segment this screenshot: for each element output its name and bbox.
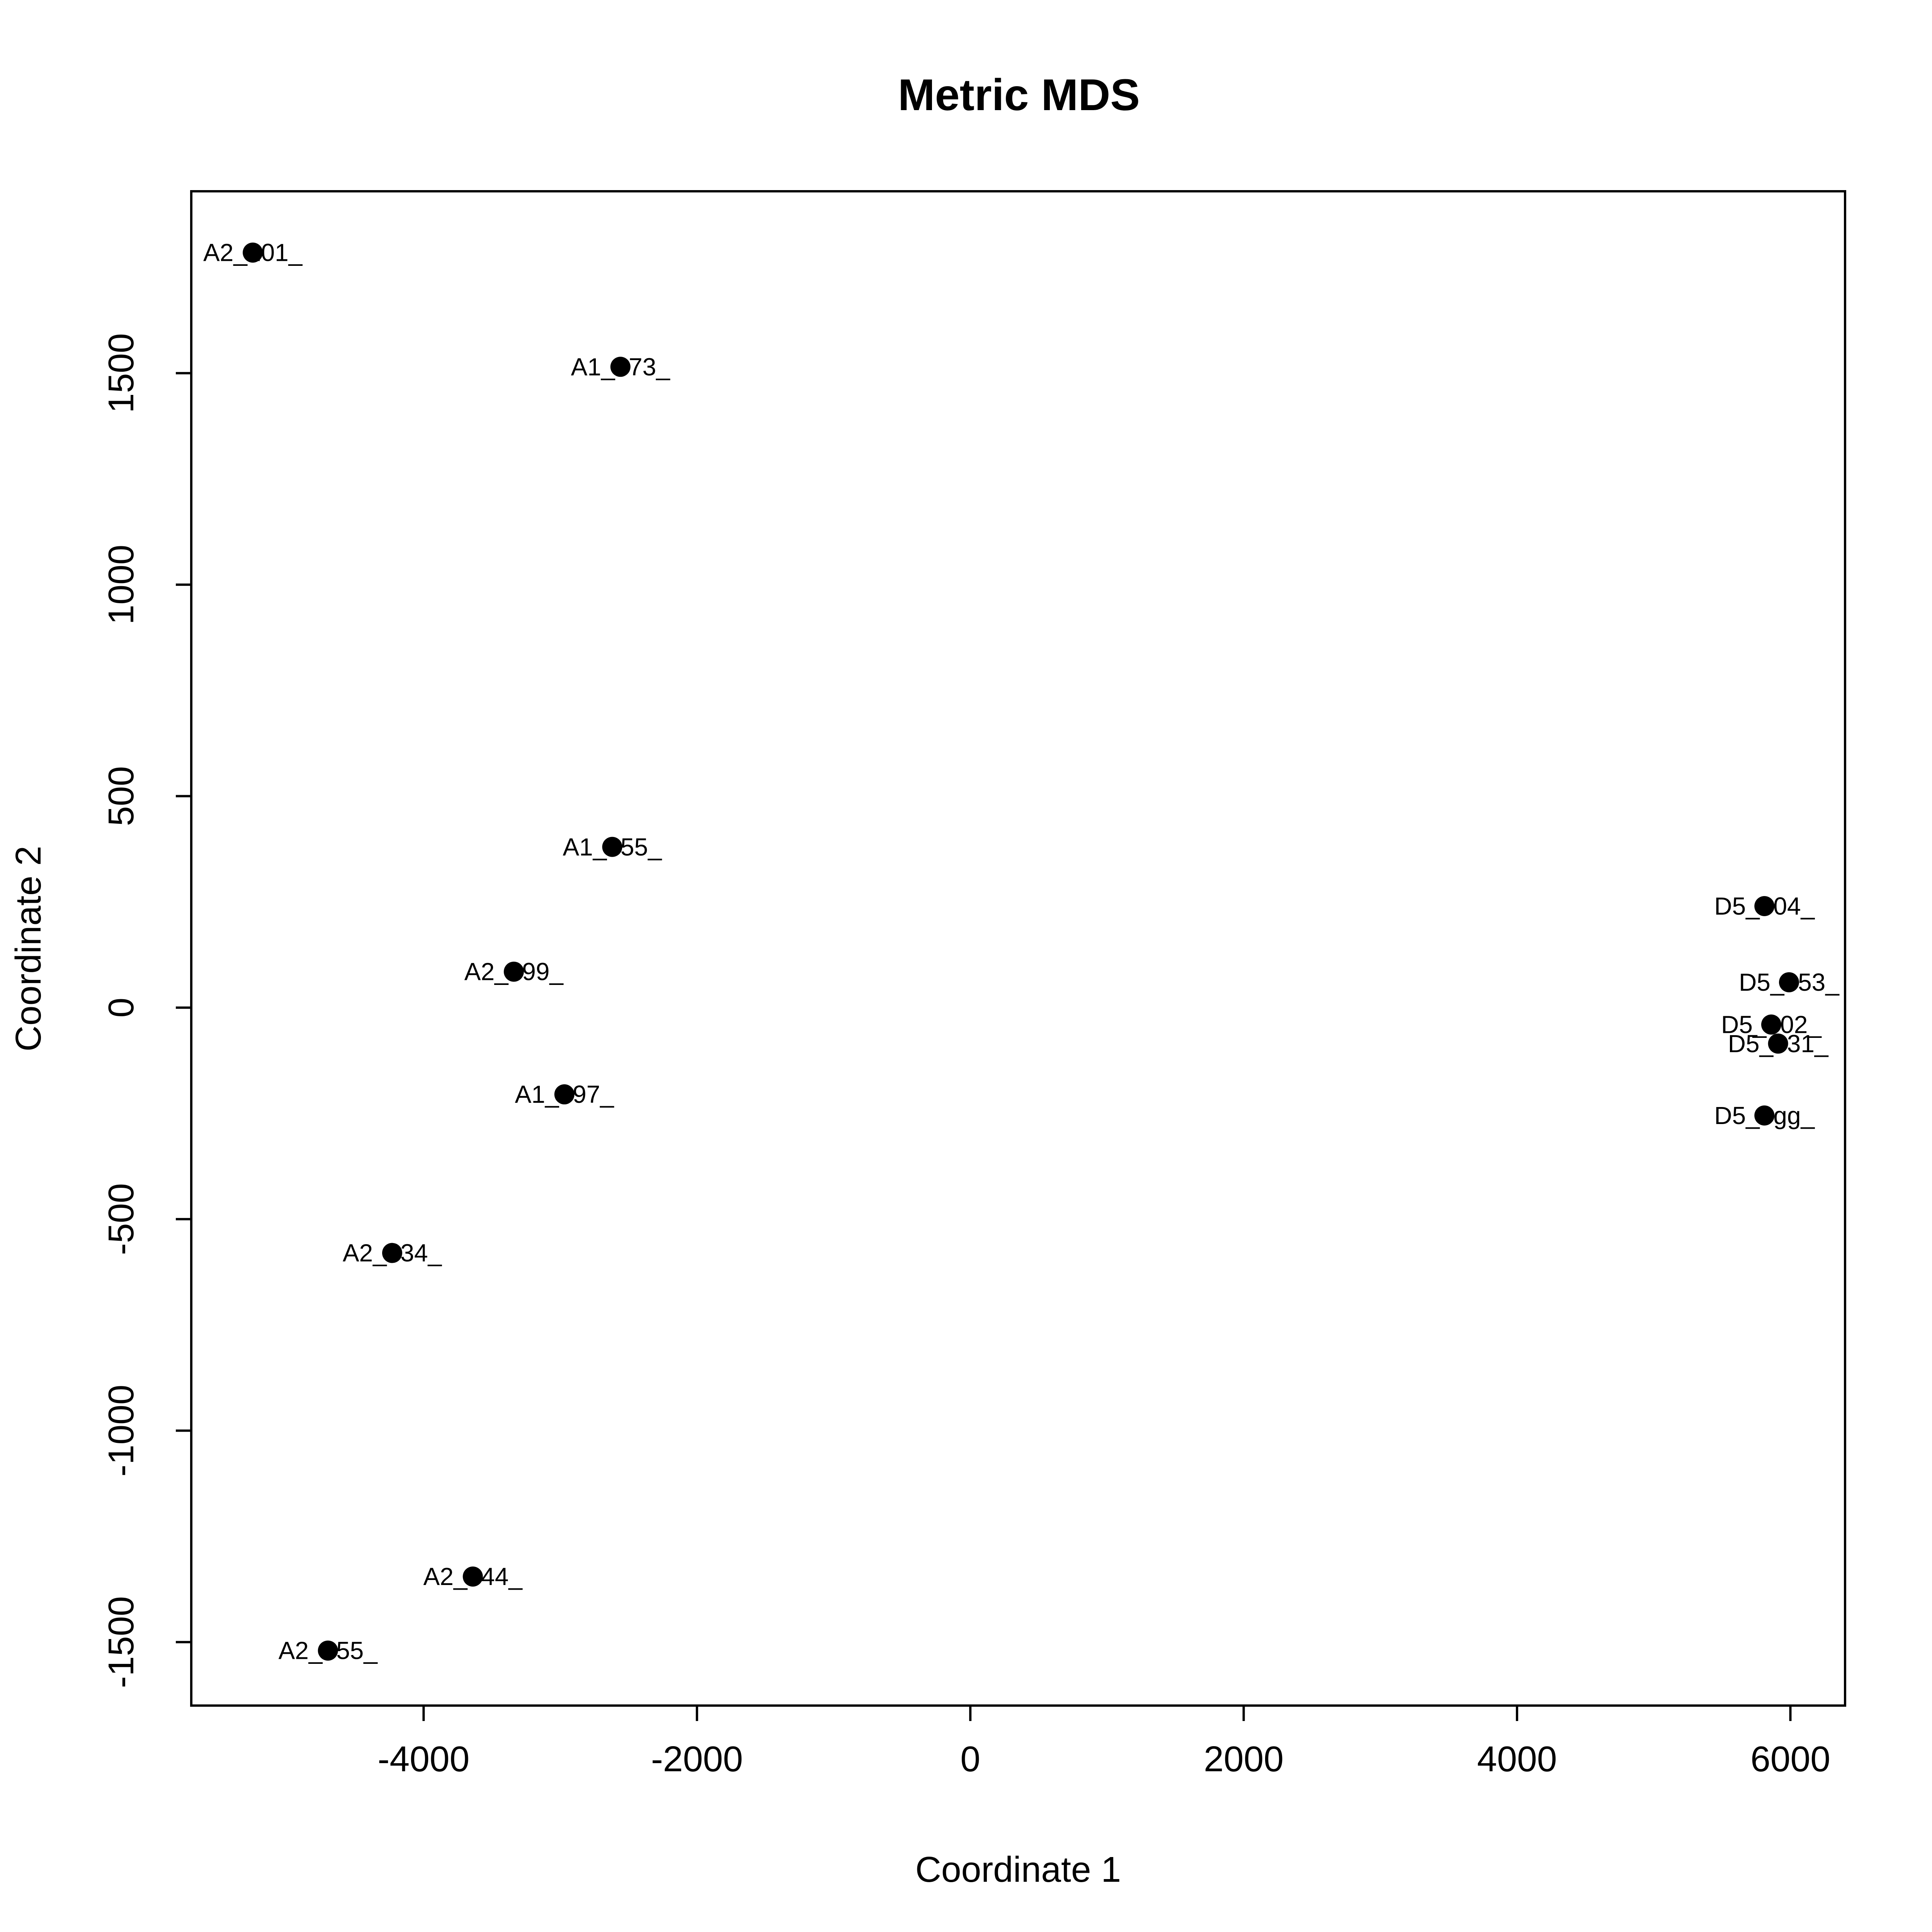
point-label: A1_055_ xyxy=(563,833,662,861)
x-tick-label: 6000 xyxy=(1750,1739,1830,1779)
point-label: D5_053_ xyxy=(1739,968,1840,996)
x-axis: -4000 -2000 0 2000 4000 6000 xyxy=(378,1704,1830,1779)
point-label: D5_egg_ xyxy=(1714,1102,1815,1129)
data-point xyxy=(318,1640,338,1661)
data-point xyxy=(503,961,524,982)
data-point xyxy=(1779,972,1799,993)
y-tick-label: -1500 xyxy=(101,1596,141,1688)
data-point xyxy=(602,837,622,857)
data-point xyxy=(1768,1033,1788,1054)
x-tick-label: 2000 xyxy=(1204,1739,1284,1779)
y-axis-label: Coordinate 2 xyxy=(8,846,48,1052)
point-label: A2_101_ xyxy=(203,239,303,267)
point-label: A1_073_ xyxy=(571,353,671,381)
point-label: A2_055_ xyxy=(279,1637,378,1665)
y-tick-label: -500 xyxy=(101,1183,141,1255)
point-label: D5_031_ xyxy=(1728,1030,1829,1058)
chart-title: Metric MDS xyxy=(898,70,1140,120)
y-tick-label: 500 xyxy=(101,766,141,826)
y-tick-label: 1500 xyxy=(101,333,141,413)
point-label: A1_097_ xyxy=(515,1080,615,1108)
y-axis: -1500 -1000 -500 0 500 1000 1500 xyxy=(101,333,192,1688)
y-tick-label: 0 xyxy=(101,998,141,1018)
point-labels: A2_101_ A1_073_ A1_055_ A2_099_ A1_097_ A2_03… xyxy=(203,239,1840,1665)
data-point xyxy=(610,357,631,377)
point-label: A2_044_ xyxy=(423,1563,523,1590)
point-label: D5_002_ xyxy=(1721,1011,1822,1039)
point-label: A2_099_ xyxy=(464,958,564,986)
y-tick-label: 1000 xyxy=(101,545,141,625)
point-label: D5_004_ xyxy=(1714,892,1815,920)
data-point xyxy=(382,1243,402,1263)
x-tick-label: 4000 xyxy=(1477,1739,1557,1779)
data-point xyxy=(554,1084,575,1105)
x-tick-label: 0 xyxy=(960,1739,980,1779)
x-axis-label: Coordinate 1 xyxy=(915,1849,1121,1889)
x-tick-label: -2000 xyxy=(651,1739,743,1779)
point-label: A2_034_ xyxy=(343,1239,442,1267)
data-point xyxy=(463,1566,483,1587)
data-point xyxy=(1754,1105,1775,1126)
data-points xyxy=(243,242,1799,1661)
data-point xyxy=(243,242,263,263)
data-point xyxy=(1754,896,1775,917)
data-point xyxy=(1761,1014,1781,1035)
x-tick-label: -4000 xyxy=(378,1739,469,1779)
y-tick-label: -1000 xyxy=(101,1385,141,1477)
